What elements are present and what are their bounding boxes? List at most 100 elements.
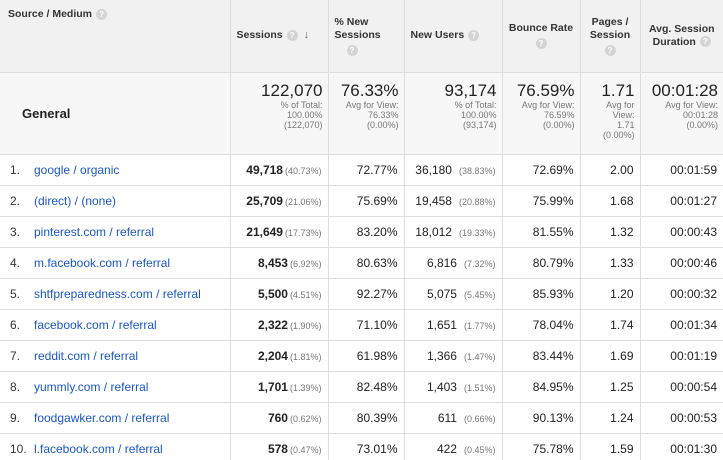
sessions-pct: (0.47%) bbox=[289, 444, 322, 455]
bounce-rate-cell: 80.79% bbox=[502, 247, 581, 279]
col-header-label: Duration bbox=[652, 35, 696, 48]
source-cell: 3. pinterest.com / referral bbox=[0, 216, 231, 248]
col-header-bounce-rate[interactable]: Bounce Rate ? bbox=[502, 0, 581, 73]
table-row: 4. m.facebook.com / referral 8,453 (6.92%) 8… bbox=[0, 247, 723, 279]
bounce-rate-cell: 85.93% bbox=[502, 278, 581, 310]
total-sub: 00:01:28 bbox=[682, 109, 718, 120]
new-users-pct: (1.51%) bbox=[463, 382, 496, 393]
header-row: Source / Medium? Sessions ? ↓ % New Sess… bbox=[0, 0, 723, 73]
pct-new-sessions-cell: 80.39% bbox=[328, 402, 405, 434]
col-header-pages-session[interactable]: Pages / Session ? bbox=[580, 0, 641, 73]
totals-sessions: 122,070 % of Total: 100.00% (122,070) bbox=[230, 72, 329, 155]
source-medium-link[interactable]: foodgawker.com / referral bbox=[34, 410, 170, 425]
avg-duration-cell: 00:01:34 bbox=[640, 309, 723, 341]
sessions-cell: 8,453 (6.92%) bbox=[230, 247, 329, 279]
sessions-pct: (17.73%) bbox=[284, 227, 322, 238]
pages-session-cell: 1.74 bbox=[580, 309, 641, 341]
pct-new-sessions-cell: 80.63% bbox=[328, 247, 405, 279]
totals-row: General 122,070 % of Total: 100.00% (122… bbox=[0, 72, 723, 155]
sessions-value: 2,204 bbox=[257, 348, 288, 363]
col-header-sessions[interactable]: Sessions ? ↓ bbox=[230, 0, 329, 73]
totals-pages-session: 1.71 Avg for View: 1.71 (0.00%) bbox=[580, 72, 641, 155]
new-users-cell: 6,816 (7.32%) bbox=[404, 247, 503, 279]
sessions-pct: (1.81%) bbox=[289, 351, 322, 362]
new-users-value: 1,403 bbox=[426, 379, 457, 394]
total-sub: Avg for bbox=[606, 99, 635, 110]
help-icon[interactable]: ? bbox=[96, 8, 108, 20]
avg-duration-cell: 00:00:54 bbox=[640, 371, 723, 403]
source-medium-link[interactable]: (direct) / (none) bbox=[34, 193, 117, 208]
help-icon[interactable]: ? bbox=[699, 36, 711, 48]
col-header-new-users[interactable]: New Users ? bbox=[404, 0, 503, 73]
avg-duration-cell: 00:00:32 bbox=[640, 278, 723, 310]
source-cell: 7. reddit.com / referral bbox=[0, 340, 231, 372]
avg-duration-cell: 00:00:46 bbox=[640, 247, 723, 279]
help-icon[interactable]: ? bbox=[604, 44, 616, 56]
col-header-label: Sessions bbox=[334, 28, 381, 41]
help-icon[interactable]: ? bbox=[286, 30, 298, 42]
sessions-cell: 578 (0.47%) bbox=[230, 433, 329, 460]
total-sub: (0.00%) bbox=[602, 129, 635, 140]
bounce-rate-cell: 83.44% bbox=[502, 340, 581, 372]
sort-descending-icon[interactable]: ↓ bbox=[303, 29, 310, 42]
source-medium-link[interactable]: facebook.com / referral bbox=[34, 317, 157, 332]
row-rank: 10. bbox=[10, 441, 27, 456]
bounce-rate-cell: 81.55% bbox=[502, 216, 581, 248]
bounce-rate-cell: 72.69% bbox=[502, 154, 581, 186]
sessions-pct: (1.39%) bbox=[289, 382, 322, 393]
source-medium-link[interactable]: pinterest.com / referral bbox=[34, 224, 155, 239]
pct-new-sessions-cell: 92.27% bbox=[328, 278, 405, 310]
col-header-avg-session-duration[interactable]: Avg. Session Duration? bbox=[640, 0, 723, 73]
col-header-source-medium[interactable]: Source / Medium? bbox=[0, 0, 231, 73]
sessions-pct: (6.92%) bbox=[289, 258, 322, 269]
source-medium-link[interactable]: reddit.com / referral bbox=[34, 348, 139, 363]
total-sub: (0.00%) bbox=[542, 119, 575, 130]
avg-duration-cell: 00:01:30 bbox=[640, 433, 723, 460]
table-row: 2. (direct) / (none) 25,709 (21.06%) 75.69% 1… bbox=[0, 185, 723, 217]
totals-bounce-rate: 76.59% Avg for View: 76.59% (0.00%) bbox=[502, 72, 581, 155]
col-header-label: Pages / bbox=[591, 15, 629, 28]
pages-session-cell: 1.25 bbox=[580, 371, 641, 403]
row-rank: 3. bbox=[10, 224, 21, 239]
total-sub: 100.00% bbox=[286, 109, 323, 120]
new-users-value: 422 bbox=[436, 441, 457, 456]
row-rank: 5. bbox=[10, 286, 21, 301]
col-header-pct-new-sessions[interactable]: % New Sessions ? bbox=[328, 0, 405, 73]
source-cell: 2. (direct) / (none) bbox=[0, 185, 231, 217]
pages-session-cell: 1.20 bbox=[580, 278, 641, 310]
table-row: 3. pinterest.com / referral 21,649 (17.73%)… bbox=[0, 216, 723, 248]
help-icon[interactable]: ? bbox=[346, 44, 358, 56]
source-medium-link[interactable]: shtfpreparedness.com / referral bbox=[34, 286, 201, 301]
total-sub: 76.59% bbox=[543, 109, 575, 120]
sessions-cell: 21,649 (17.73%) bbox=[230, 216, 329, 248]
total-sub: % of Total: bbox=[280, 99, 323, 110]
sessions-pct: (1.90%) bbox=[289, 320, 322, 331]
row-rank: 4. bbox=[10, 255, 21, 270]
new-users-value: 6,816 bbox=[426, 255, 457, 270]
new-users-value: 611 bbox=[437, 410, 457, 425]
pct-new-sessions-cell: 72.77% bbox=[328, 154, 405, 186]
sessions-cell: 5,500 (4.51%) bbox=[230, 278, 329, 310]
sessions-cell: 2,204 (1.81%) bbox=[230, 340, 329, 372]
help-icon[interactable]: ? bbox=[468, 30, 480, 42]
total-sub: Avg for View: bbox=[665, 99, 718, 110]
sessions-value: 49,718 bbox=[246, 162, 283, 177]
new-users-cell: 611 (0.66%) bbox=[404, 402, 503, 434]
help-icon[interactable]: ? bbox=[535, 38, 547, 50]
total-sub: (0.00%) bbox=[366, 119, 399, 130]
source-medium-link[interactable]: m.facebook.com / referral bbox=[34, 255, 171, 270]
pct-new-sessions-cell: 61.98% bbox=[328, 340, 405, 372]
source-medium-link[interactable]: yummly.com / referral bbox=[34, 379, 149, 394]
source-medium-link[interactable]: l.facebook.com / referral bbox=[34, 441, 163, 456]
source-medium-link[interactable]: google / organic bbox=[34, 162, 120, 177]
bounce-rate-cell: 75.99% bbox=[502, 185, 581, 217]
new-users-value: 19,458 bbox=[415, 193, 452, 208]
new-users-pct: (5.45%) bbox=[463, 289, 496, 300]
total-sub: (0.00%) bbox=[686, 119, 718, 130]
total-sub: View: bbox=[612, 109, 635, 120]
total-sub: % of Total: bbox=[454, 99, 497, 110]
sessions-cell: 25,709 (21.06%) bbox=[230, 185, 329, 217]
col-header-label: Source / Medium bbox=[8, 8, 93, 20]
new-users-pct: (0.45%) bbox=[463, 444, 496, 455]
total-sub: (93,174) bbox=[462, 119, 497, 130]
